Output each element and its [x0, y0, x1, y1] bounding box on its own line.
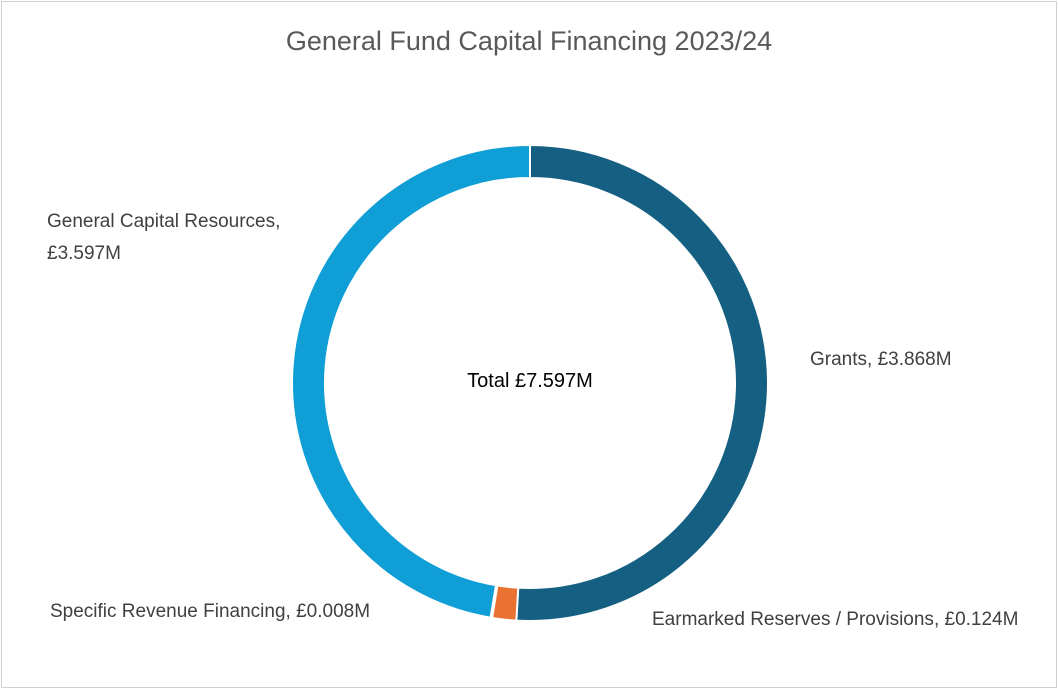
- donut-slice: [291, 143, 531, 619]
- value-label: £0.008M: [296, 601, 371, 622]
- data-label: General Capital Resources, £3.597M: [47, 206, 297, 270]
- category-name: General Capital Resources: [47, 211, 276, 232]
- label-separator: ,: [275, 211, 281, 232]
- data-label: Specific Revenue Financing, £0.008M: [50, 596, 390, 628]
- value-label: £0.124M: [944, 609, 1019, 630]
- value-label: £3.868M: [877, 349, 952, 370]
- data-label: Grants, £3.868M: [810, 344, 1050, 376]
- data-label: Earmarked Reserves / Provisions, £0.124M: [652, 604, 1052, 636]
- center-label: Total £7.597M: [467, 370, 593, 392]
- value-label: £3.597M: [47, 243, 121, 264]
- category-name: Specific Revenue Financing: [50, 601, 286, 622]
- category-name: Grants: [810, 349, 868, 370]
- chart-title: General Fund Capital Financing 2023/24: [285, 26, 773, 56]
- label-separator: ,: [933, 609, 945, 630]
- category-name: Earmarked Reserves / Provisions: [652, 609, 934, 630]
- donut-slice: [515, 143, 769, 622]
- label-separator: ,: [285, 601, 297, 622]
- label-separator: ,: [867, 349, 878, 370]
